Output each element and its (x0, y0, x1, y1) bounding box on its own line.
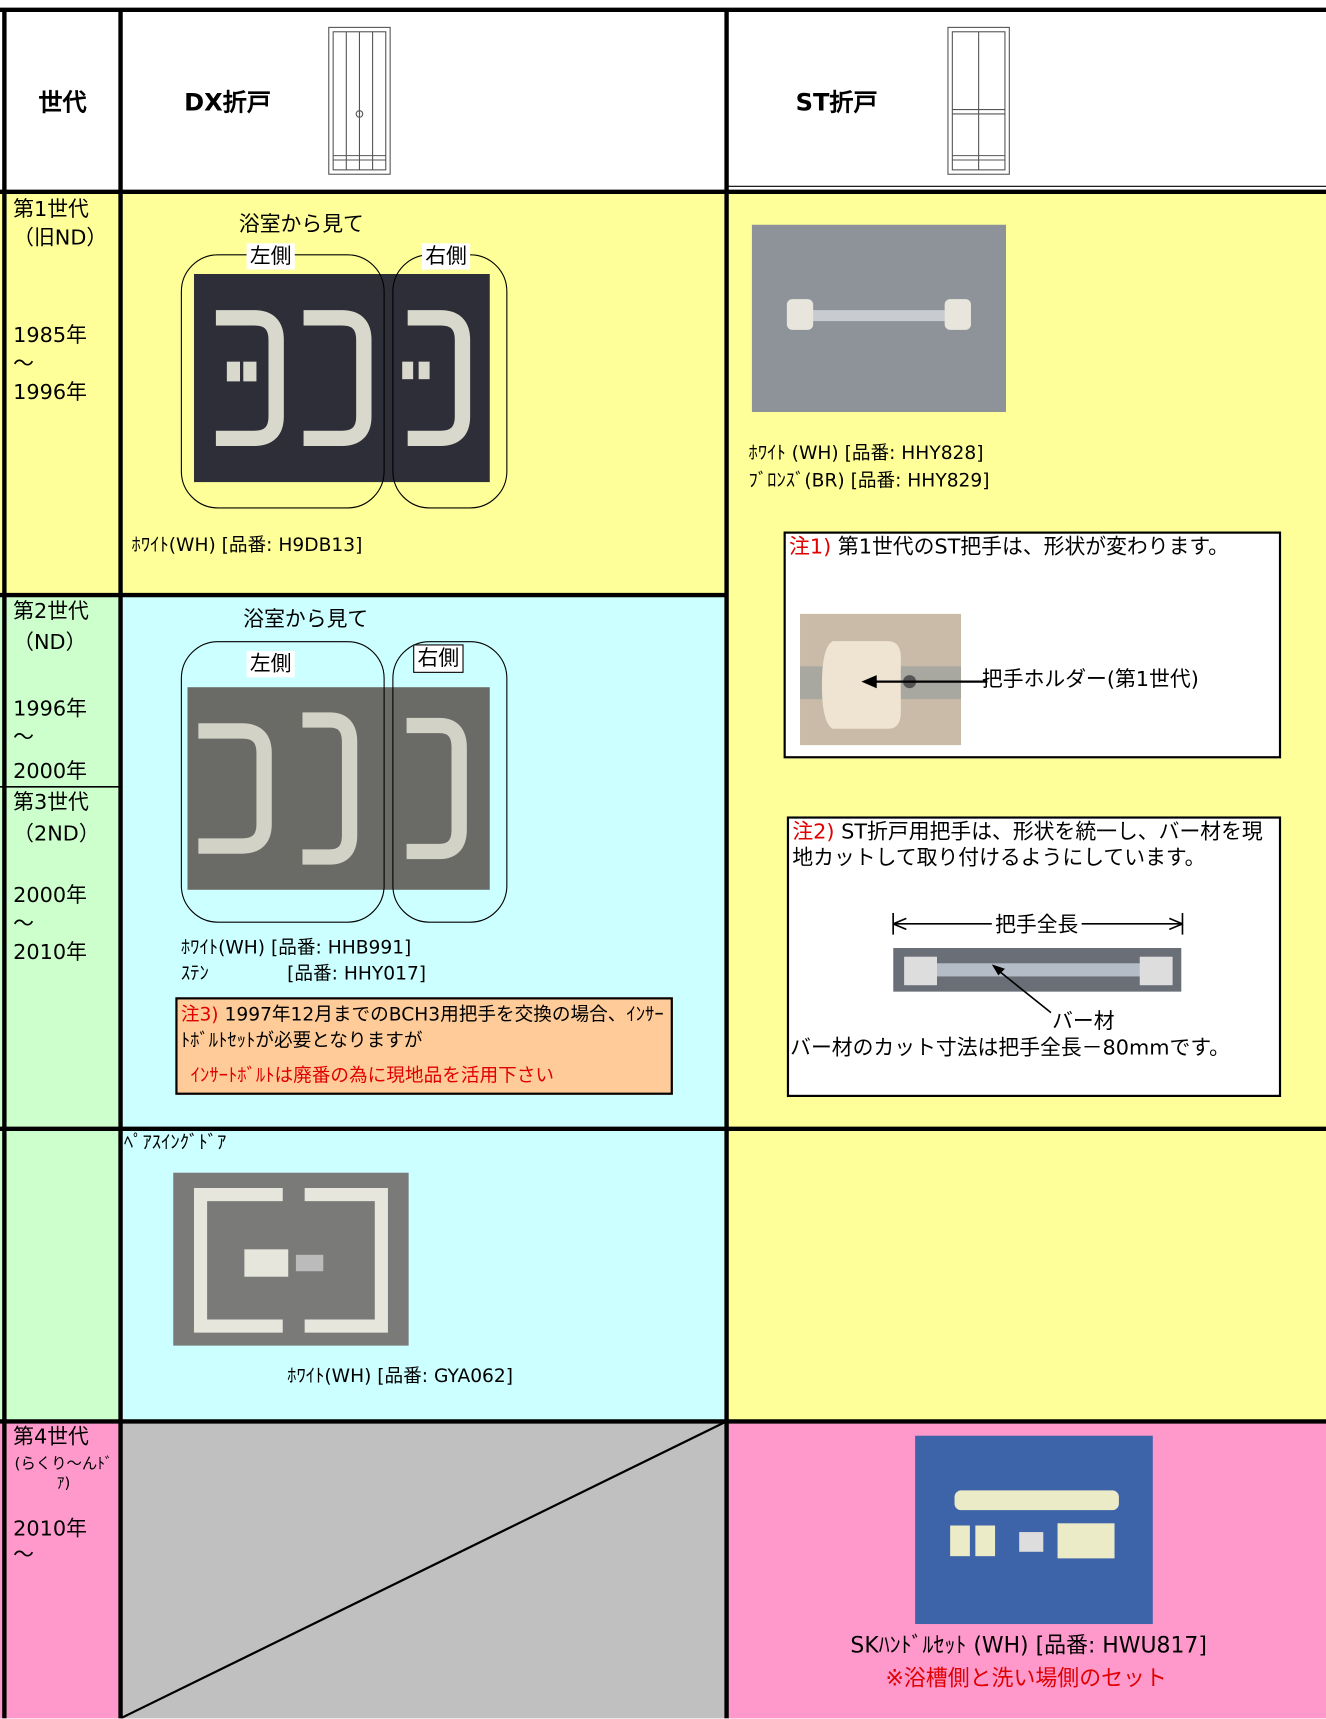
item-caption: ﾎﾜｲﾄ(WH) [品番: GYA062] (287, 1365, 514, 1388)
note-label: 注1) (789, 534, 832, 559)
holder-photo (800, 613, 962, 746)
arrow (991, 964, 1052, 1014)
item-caption: ﾎﾜｲﾄ(WH) [品番: HHB991] (180, 936, 412, 959)
note-text: 注1) 第1世代のST把手は、形状が変わります。 (789, 534, 1271, 560)
gen-year: 1985年 (13, 323, 87, 348)
dimension-label: 把手全長 (991, 911, 1082, 939)
handle-photo (751, 224, 1007, 413)
gen-year: 2000年 (13, 759, 87, 784)
group-outline (392, 641, 508, 923)
side-label: 左側 (246, 650, 295, 678)
item-caption: ﾎﾜｲﾄ(WH) [品番: H9DB13] (131, 534, 363, 557)
group-outline (392, 254, 508, 509)
note-body: 第1世代のST把手は、形状が変わります。 (837, 534, 1229, 559)
gen-tilde: ～ (13, 725, 34, 750)
handle-photo (915, 1435, 1153, 1625)
gen-tilde: ～ (13, 351, 34, 376)
gen-year: 2000年 (13, 883, 87, 908)
note-text: 注3) 1997年12月までのBCH3用把手を交換の場合、ｲﾝｻｰﾄﾎﾞﾙﾄｾｯ… (181, 1002, 670, 1055)
door-icon (328, 26, 391, 175)
note-body: ST折戸用把手は、形状を統一し、バー材を現地カットして取り付けるようにしています… (792, 819, 1263, 871)
note-text: 注2) ST折戸用把手は、形状を統一し、バー材を現地カットして取り付けるようにし… (792, 819, 1274, 872)
gen-year: 1996年 (13, 696, 87, 722)
gen-name: 第1世代 (13, 197, 89, 222)
side-label: 右側 (421, 243, 471, 270)
header-generation: 世代 (38, 89, 87, 118)
note-text: バー材のカット寸法は把手全長－80mmです。 (790, 1035, 1230, 1060)
view-note: 浴室から見て (243, 607, 369, 632)
note-box: 注3) 1997年12月までのBCH3用把手を交換の場合、ｲﾝｻｰﾄﾎﾞﾙﾄｾｯ… (175, 997, 673, 1095)
handle-photo (173, 1172, 409, 1346)
bar-label: バー材 (1052, 1009, 1115, 1034)
gen-code: （2ND） (13, 821, 100, 847)
arrow (861, 675, 988, 689)
item-caption: ｽﾃﾝ (180, 963, 209, 986)
gen-year: 2010年 (13, 1516, 87, 1541)
item-caption: ﾎﾜｲﾄ (WH) [品番: HHY828] (748, 442, 984, 465)
gen-code: （旧ND） (13, 225, 108, 250)
door-icon (947, 26, 1010, 175)
gen-name: 第2世代 (13, 599, 89, 624)
note-label: 注3) (180, 1003, 219, 1026)
side-label: 右側 (413, 644, 464, 673)
bar-photo (893, 947, 1182, 992)
gen-year: 2010年 (13, 940, 87, 965)
item-note: ※浴槽側と洗い場側のセット (885, 1664, 1167, 1691)
gen-year: 1996年 (13, 380, 87, 405)
gen-tilde: ～ (13, 1543, 34, 1568)
handle-photo (187, 687, 490, 890)
group-outline (180, 254, 385, 509)
item-caption: [品番: HHY017] (287, 963, 427, 986)
side-label: 左側 (246, 243, 295, 270)
note-label: 注2) (792, 819, 835, 844)
gen-code: （ND） (13, 630, 87, 655)
header-st: ST折戸 (795, 89, 878, 118)
callout: 把手ホルダー(第1世代) (981, 667, 1199, 692)
view-note: 浴室から見て (238, 212, 364, 237)
note-body: 1997年12月までのBCH3用把手を交換の場合、ｲﾝｻｰﾄﾎﾞﾙﾄｾｯﾄが必要… (180, 1003, 664, 1053)
item-caption: ﾌﾞﾛﾝｽﾞ(BR) [品番: HHY829] (748, 470, 990, 493)
gen-name: 第3世代 (13, 790, 89, 815)
cell (0, 191, 121, 596)
header-dx: DX折戸 (184, 89, 271, 118)
item-caption: SKﾊﾝﾄﾞﾙｾｯﾄ (WH) [品番: HWU817] (850, 1631, 1207, 1659)
gen-tilde: ～ (13, 911, 34, 936)
group-outline (180, 641, 385, 923)
note-warning: ｲﾝｻｰﾄﾎﾞﾙﾄは廃番の為に現地品を活用下さい (190, 1065, 554, 1088)
pair-title: ﾍﾟｱｽｲﾝｸﾞﾄﾞｱ (123, 1132, 227, 1154)
gen-name: 第4世代 (13, 1424, 89, 1449)
cell (0, 1421, 121, 1719)
handle-photo (193, 273, 490, 483)
cell (0, 595, 121, 1422)
gen-code: (らくり～んﾄﾞｱ) (14, 1455, 113, 1493)
